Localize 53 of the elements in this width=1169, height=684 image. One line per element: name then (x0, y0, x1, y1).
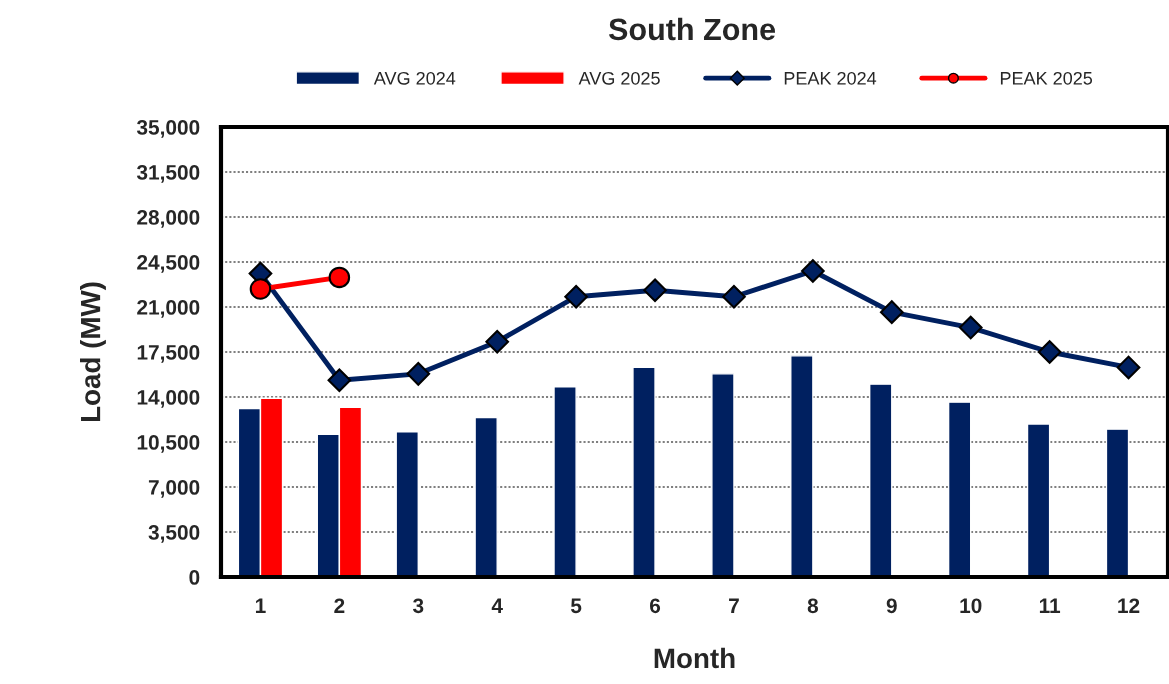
legend-label: PEAK 2025 (1000, 71, 1093, 85)
legend-label: PEAK 2024 (784, 71, 877, 85)
x-tick-label: 7 (729, 598, 739, 613)
y-tick-label: 21,000 (137, 300, 200, 318)
y-tick-label: 10,500 (137, 435, 200, 453)
x-tick-label: 8 (807, 598, 819, 614)
y-tick-label: 3,500 (148, 525, 200, 543)
x-tick-label: 12 (1118, 598, 1140, 613)
point (722, 284, 746, 309)
x-tick-label: 2 (334, 598, 345, 613)
x-tick-label: 1 (255, 598, 266, 613)
bar (711, 373, 735, 577)
point (406, 362, 431, 386)
x-axis-title: Month (654, 647, 735, 669)
point (1116, 355, 1141, 380)
point (958, 315, 983, 340)
point (1037, 340, 1062, 364)
bar (868, 383, 893, 577)
bar (1026, 423, 1051, 577)
y-tick-label: 14,000 (137, 390, 200, 408)
x-tick-label: 3 (412, 598, 424, 614)
y-axis-title: Load (MW) (80, 282, 106, 422)
y-tick-label: 35,000 (136, 120, 200, 138)
y-tick-label: 7,000 (148, 480, 200, 498)
point (327, 368, 352, 393)
bar (1105, 428, 1130, 577)
x-tick-label: 5 (570, 598, 582, 614)
x-tick-label: 6 (650, 598, 661, 614)
y-tick-label: 24,500 (137, 255, 200, 273)
bar (790, 355, 814, 577)
bar (632, 366, 656, 577)
bar (553, 386, 577, 577)
x-tick-label: 4 (491, 598, 503, 613)
y-tick-label: 17,500 (137, 345, 200, 363)
legend-label: AVG 2024 (373, 71, 456, 85)
y-tick-label: 28,000 (137, 210, 200, 228)
point (801, 259, 825, 283)
y-tick-label: 0 (189, 570, 200, 585)
x-tick-label: 11 (1039, 598, 1061, 613)
x-tick-label: 10 (960, 598, 982, 614)
point (879, 300, 904, 324)
bar (947, 401, 972, 577)
point (249, 278, 272, 300)
point (328, 266, 351, 289)
legend-label: AVG 2025 (578, 71, 660, 85)
bar (474, 416, 498, 577)
y-tick-label: 31,500 (136, 165, 200, 183)
x-tick-label: 9 (886, 598, 897, 614)
bar (395, 431, 419, 577)
point (643, 278, 667, 303)
chart-title: South Zone (608, 17, 776, 41)
point (564, 284, 588, 309)
point (485, 329, 510, 354)
